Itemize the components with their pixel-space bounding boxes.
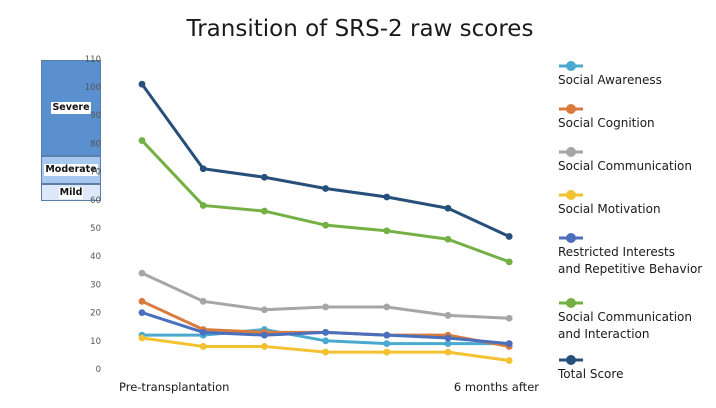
- data-point: [383, 193, 391, 201]
- series-social-motivation: [138, 334, 513, 364]
- legend-label: Restricted Interests and Repetitive Beha…: [558, 245, 703, 276]
- y-tick-label: 50: [90, 224, 101, 234]
- legend-label: Social Communication: [558, 159, 692, 173]
- data-point: [138, 137, 146, 144]
- y-tick-label: 10: [90, 337, 101, 347]
- data-point: [505, 258, 513, 266]
- data-point: [138, 334, 146, 342]
- severity-label: Severe: [51, 101, 91, 114]
- data-point: [199, 297, 207, 305]
- data-point: [138, 297, 146, 305]
- series-line: [140, 83, 510, 238]
- legend-label: Social Awareness: [558, 73, 662, 87]
- y-tick-label: 0: [96, 365, 101, 375]
- series-social-communication: [138, 269, 513, 322]
- severity-band-moderate: Moderate: [41, 155, 101, 185]
- data-point: [383, 227, 391, 235]
- x-axis-label: 6 months after: [454, 380, 539, 394]
- data-point: [322, 185, 329, 192]
- data-point: [322, 337, 329, 345]
- data-point: [383, 303, 391, 311]
- data-point: [444, 204, 452, 212]
- legend-label: Social Cognition: [558, 116, 655, 130]
- y-tick-label: 110: [85, 55, 101, 65]
- data-point: [505, 233, 513, 240]
- data-point: [444, 235, 452, 243]
- series-total-score: [138, 80, 513, 240]
- legend-marker: [559, 147, 583, 157]
- data-point: [261, 306, 268, 314]
- data-point: [322, 328, 329, 336]
- data-point: [444, 340, 452, 348]
- data-point: [383, 340, 391, 348]
- legend-marker: [559, 190, 583, 200]
- y-tick-label: 30: [90, 280, 101, 290]
- severity-label: Mild: [58, 186, 84, 199]
- data-point: [199, 328, 207, 336]
- data-point: [199, 343, 207, 350]
- data-point: [383, 331, 391, 339]
- legend-marker: [559, 355, 583, 365]
- series-layer: [138, 80, 513, 364]
- legend-marker: [559, 298, 583, 308]
- data-point: [138, 269, 146, 277]
- data-point: [383, 348, 391, 356]
- severity-band-severe: Severe: [41, 60, 101, 156]
- data-point: [444, 312, 452, 319]
- data-point: [444, 334, 452, 342]
- data-point: [505, 357, 513, 364]
- data-point: [199, 165, 207, 173]
- data-point: [322, 303, 329, 311]
- x-axis-label: Pre-transplantation: [119, 380, 229, 394]
- data-point: [505, 340, 513, 348]
- y-tick-label: 90: [90, 111, 101, 121]
- data-point: [199, 202, 207, 209]
- x-axis: Pre-transplantation 6 months after: [119, 380, 539, 394]
- severity-label: Moderate: [44, 163, 98, 176]
- data-point: [261, 207, 268, 215]
- legend-marker: [559, 61, 583, 71]
- y-tick-label: 40: [90, 252, 101, 262]
- legend-marker: [559, 104, 583, 114]
- y-tick-label: 70: [90, 168, 101, 178]
- y-tick-label: 20: [90, 309, 101, 319]
- legend-marker: [559, 233, 583, 243]
- legend-label: Social Communication and Interaction: [558, 310, 692, 341]
- data-point: [261, 173, 268, 181]
- data-point: [138, 309, 146, 316]
- data-point: [261, 343, 268, 350]
- legend-label: Social Motivation: [558, 202, 661, 216]
- data-point: [322, 348, 329, 356]
- legend-label: Total Score: [558, 367, 624, 381]
- series-line: [141, 271, 510, 320]
- data-point: [322, 221, 329, 229]
- data-point: [138, 80, 146, 88]
- series-social-communication-and-interaction: [138, 137, 513, 266]
- chart-title: Transition of SRS-2 raw scores: [186, 16, 534, 42]
- y-tick-label: 60: [90, 196, 101, 206]
- data-point: [444, 348, 452, 356]
- y-tick-label: 80: [90, 139, 101, 149]
- severity-band-mild: Mild: [41, 184, 101, 201]
- y-axis: 0 10 20 30 40 50 60 70 80 90 100 110: [85, 55, 101, 375]
- y-tick-label: 100: [85, 83, 101, 93]
- data-point: [505, 314, 513, 322]
- series-restricted-interests-and-repetitive-behavior: [138, 309, 513, 348]
- data-point: [261, 331, 268, 339]
